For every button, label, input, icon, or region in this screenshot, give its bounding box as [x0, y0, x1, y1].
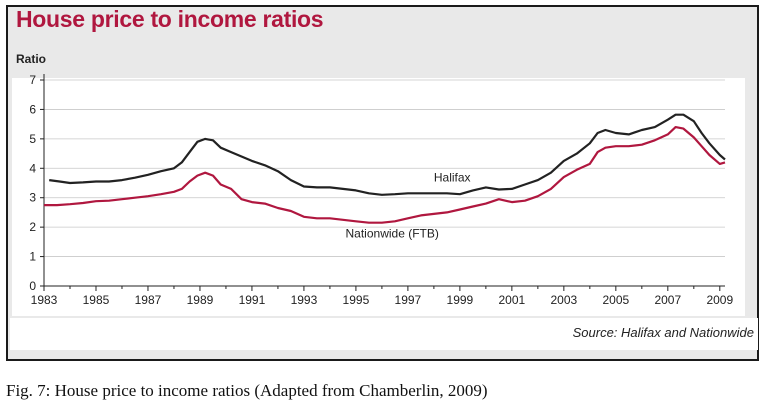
y-tick-label: 5: [29, 132, 36, 146]
series-lines: [44, 113, 726, 224]
y-tick-label: 1: [29, 250, 36, 264]
x-tick-label: 2009: [706, 293, 733, 307]
y-tick-label: 3: [29, 191, 36, 205]
y-tick-label: 2: [29, 220, 36, 234]
y-tick-labels: 0 1 2 3 4 5 6 7: [29, 73, 36, 293]
x-tick-label: 1991: [239, 293, 266, 307]
x-tick-label: 1987: [135, 293, 162, 307]
y-axis-label: Ratio: [16, 52, 46, 66]
x-tick-label: 1983: [31, 293, 58, 307]
y-tick-label: 0: [29, 279, 36, 293]
series-annotation: Nationwide (FTB): [346, 226, 439, 240]
y-tick-label: 4: [29, 161, 36, 175]
x-tick-label: 1989: [187, 293, 214, 307]
x-tick-label: 2003: [550, 293, 577, 307]
x-tick-label: 1997: [395, 293, 422, 307]
x-tick-labels: 1983 1985 1987 1989 1991 1993 1995 1997 1999 2001…: [31, 293, 734, 307]
x-tick-label: 1999: [447, 293, 474, 307]
y-tick-label: 7: [29, 73, 36, 87]
chart-svg: 0 1 2 3 4 5 6 7 1983 1985 1987 1989 1991 1993 1995 199…: [12, 73, 745, 316]
source-note: Source: Halifax and Nationwide: [572, 325, 754, 340]
grid-lines: [44, 79, 725, 257]
y-tick-label: 6: [29, 102, 36, 116]
x-tick-label: 1995: [343, 293, 370, 307]
plot-background: [12, 78, 745, 316]
x-tick-label: 2005: [602, 293, 629, 307]
x-tick-label: 1993: [291, 293, 318, 307]
source-bar: [10, 318, 758, 350]
chart-title: House price to income ratios: [16, 6, 324, 32]
series-annotation: Halifax: [434, 171, 471, 185]
series-annotations: Halifax Nationwide (FTB): [346, 171, 471, 241]
x-tick-label: 1985: [83, 293, 110, 307]
x-tick-label: 2001: [499, 293, 526, 307]
series-line-halifax: [49, 113, 726, 196]
axes: [40, 74, 725, 291]
x-tick-label: 2007: [654, 293, 681, 307]
figure-caption: Fig. 7: House price to income ratios (Ad…: [6, 381, 488, 400]
series-line-nationwide-ftb: [44, 125, 726, 224]
